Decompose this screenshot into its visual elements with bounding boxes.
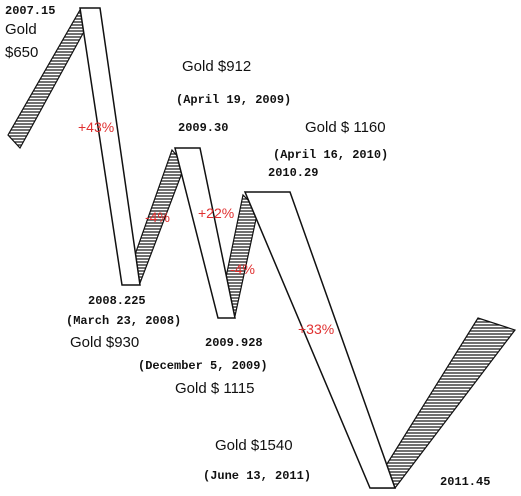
date-label: 2011.45: [440, 475, 490, 489]
full-date-label: (April 19, 2009): [176, 93, 291, 107]
price-label: Gold $930: [70, 334, 139, 351]
price-label: Gold $ 1160: [305, 119, 386, 136]
price-label: Gold $1540: [215, 437, 293, 454]
change-label: -4%: [145, 209, 170, 225]
change-label: +43%: [78, 119, 114, 135]
change-label: +22%: [198, 205, 234, 221]
date-label: 2009.30: [178, 121, 228, 135]
fall-segment: [79, 7, 141, 286]
date-label: 2007.15: [5, 4, 55, 18]
full-date-label: (April 16, 2010): [273, 148, 388, 162]
change-label: +33%: [298, 321, 334, 337]
price-label: Gold $912: [182, 58, 251, 75]
price-label: Gold: [5, 21, 37, 38]
price-label: Gold $ 1115: [175, 380, 255, 397]
rise-segment: [370, 317, 516, 489]
date-label: 2008.225: [88, 294, 146, 308]
price-label: $650: [5, 44, 38, 61]
ribbon: [7, 7, 516, 489]
full-date-label: (June 13, 2011): [203, 469, 311, 483]
fall-segment: [174, 147, 236, 319]
change-label: -4%: [230, 261, 255, 277]
date-label: 2010.29: [268, 166, 318, 180]
full-date-label: (March 23, 2008): [66, 314, 181, 328]
date-label: 2009.928: [205, 336, 263, 350]
full-date-label: (December 5, 2009): [138, 359, 268, 373]
fall-segment: [243, 191, 397, 489]
